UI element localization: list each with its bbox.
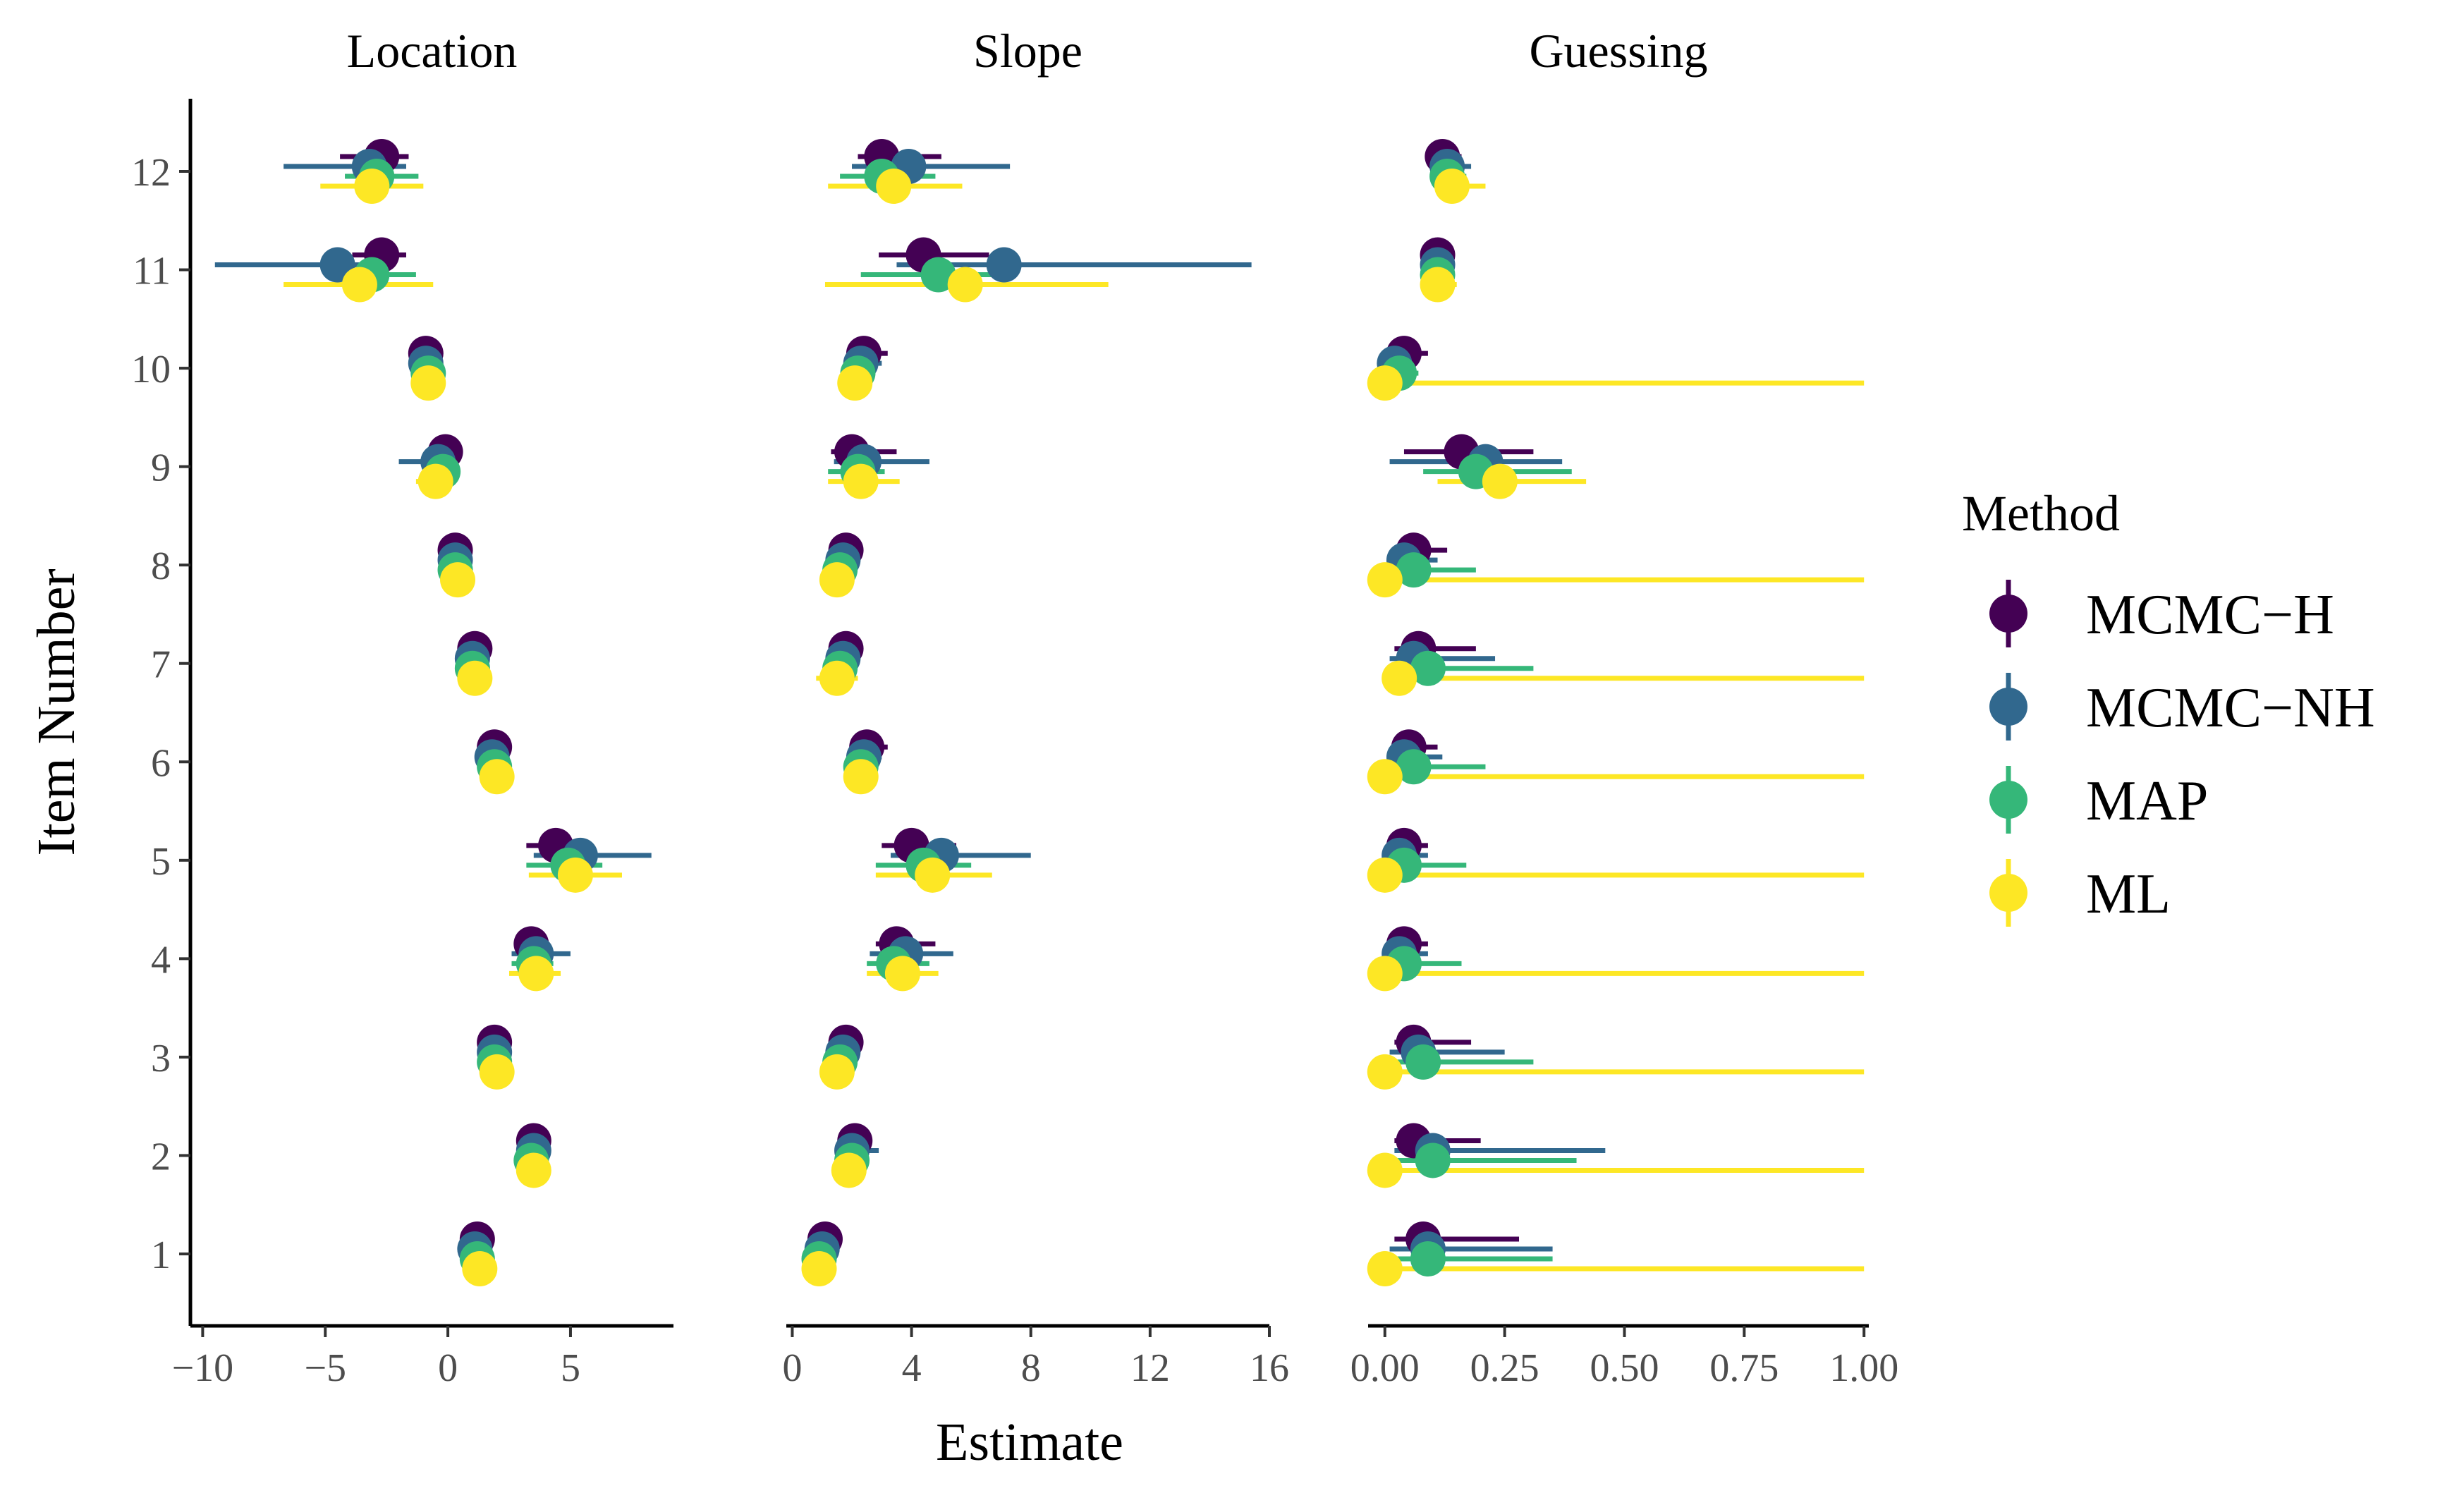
x-tick-label: 0 bbox=[782, 1346, 802, 1390]
y-tick-label: 8 bbox=[151, 544, 171, 588]
estimate-point bbox=[1367, 365, 1403, 401]
estimate-point bbox=[831, 1152, 867, 1188]
x-tick-label: 5 bbox=[561, 1346, 580, 1390]
estimate-point bbox=[516, 1152, 551, 1188]
legend-item: MCMC−H bbox=[1989, 580, 2334, 647]
panel-title: Guessing bbox=[1529, 24, 1707, 78]
legend-title: Method bbox=[1962, 485, 2120, 542]
estimate-point bbox=[462, 1251, 498, 1286]
y-tick-label: 6 bbox=[151, 741, 171, 785]
legend-label: ML bbox=[2086, 863, 2171, 925]
x-tick-label: 0.00 bbox=[1350, 1346, 1420, 1390]
estimate-point bbox=[920, 257, 956, 293]
estimate-point bbox=[1367, 956, 1403, 992]
x-tick-label: 0 bbox=[438, 1346, 458, 1390]
estimate-point bbox=[819, 660, 855, 696]
estimate-point bbox=[1367, 759, 1403, 795]
panel-title: Location bbox=[347, 24, 518, 78]
estimate-point bbox=[1396, 749, 1432, 785]
x-tick-label: 16 bbox=[1250, 1346, 1289, 1390]
estimate-point bbox=[1482, 463, 1518, 499]
legend-label: MCMC−H bbox=[2086, 584, 2334, 646]
estimate-point bbox=[837, 365, 873, 401]
estimate-point bbox=[457, 660, 493, 696]
x-tick-label: 1.00 bbox=[1829, 1346, 1898, 1390]
estimate-point bbox=[1367, 562, 1403, 598]
y-tick-label: 4 bbox=[151, 938, 171, 982]
y-tick-label: 12 bbox=[131, 151, 171, 195]
legend-label: MAP bbox=[2086, 770, 2208, 832]
legend-item: ML bbox=[1989, 859, 2171, 927]
x-tick-label: 0.25 bbox=[1470, 1346, 1539, 1390]
estimate-point bbox=[341, 267, 377, 303]
x-tick-label: 4 bbox=[902, 1346, 922, 1390]
estimate-point bbox=[986, 247, 1022, 283]
y-axis-title: Item Number bbox=[27, 568, 86, 855]
legend-label: MCMC−NH bbox=[2086, 677, 2375, 739]
estimate-point bbox=[1367, 1054, 1403, 1090]
estimate-point bbox=[1382, 660, 1417, 696]
estimate-point bbox=[1415, 1142, 1451, 1178]
y-tick-label: 5 bbox=[151, 840, 171, 884]
legend-item: MAP bbox=[1989, 766, 2208, 834]
y-tick-label: 1 bbox=[151, 1233, 171, 1277]
y-tick-label: 2 bbox=[151, 1135, 171, 1178]
x-tick-label: 0.50 bbox=[1590, 1346, 1659, 1390]
x-axis-title: Estimate bbox=[936, 1413, 1123, 1472]
y-tick-label: 9 bbox=[151, 446, 171, 490]
estimate-point bbox=[1420, 267, 1456, 303]
y-tick-label: 10 bbox=[131, 348, 171, 391]
estimate-point bbox=[1396, 552, 1432, 588]
estimate-point bbox=[915, 857, 951, 893]
estimate-point bbox=[354, 169, 390, 204]
estimate-point bbox=[410, 365, 446, 401]
y-tick-label: 11 bbox=[133, 250, 171, 293]
estimate-point bbox=[1410, 650, 1446, 686]
estimate-point bbox=[1367, 1152, 1403, 1188]
y-tick-label: 7 bbox=[151, 643, 171, 687]
estimate-point bbox=[479, 1054, 515, 1090]
estimate-point bbox=[440, 562, 476, 598]
x-tick-label: −5 bbox=[304, 1346, 346, 1390]
y-tick-label: 3 bbox=[151, 1037, 171, 1080]
legend-item: MCMC−NH bbox=[1989, 673, 2375, 741]
panel-title: Slope bbox=[973, 24, 1082, 78]
estimate-point bbox=[417, 463, 453, 499]
estimate-point bbox=[876, 169, 912, 204]
legend-key-point bbox=[1989, 781, 2027, 819]
estimate-point bbox=[1405, 1044, 1441, 1080]
panel-guessing: Guessing 0.00 0.25 0.50 0.75 1.00 bbox=[1350, 24, 1898, 1390]
x-tick-label: 12 bbox=[1130, 1346, 1170, 1390]
estimate-point bbox=[843, 463, 879, 499]
estimate-point bbox=[1434, 169, 1470, 204]
legend-key-point bbox=[1989, 874, 2027, 912]
estimate-point bbox=[1367, 1251, 1403, 1286]
estimate-point bbox=[819, 562, 855, 598]
estimate-point bbox=[557, 857, 593, 893]
estimate-point bbox=[843, 759, 879, 795]
estimate-point bbox=[884, 956, 920, 992]
legend-key-point bbox=[1989, 595, 2027, 633]
estimate-point bbox=[1410, 1241, 1446, 1276]
legend-key-point bbox=[1989, 688, 2027, 726]
estimate-point bbox=[1367, 857, 1403, 893]
estimate-point bbox=[479, 759, 515, 795]
estimate-point bbox=[947, 267, 983, 303]
estimate-point bbox=[819, 1054, 855, 1090]
x-tick-label: 8 bbox=[1021, 1346, 1041, 1390]
x-tick-label: −10 bbox=[172, 1346, 234, 1390]
x-tick-label: 0.75 bbox=[1709, 1346, 1779, 1390]
legend: Method MCMC−H MCMC−NH MAP ML bbox=[1962, 485, 2375, 927]
panel-slope: Slope 0 4 8 12 16 bbox=[782, 24, 1289, 1390]
estimate-point bbox=[518, 956, 554, 992]
estimate-point bbox=[801, 1251, 837, 1286]
